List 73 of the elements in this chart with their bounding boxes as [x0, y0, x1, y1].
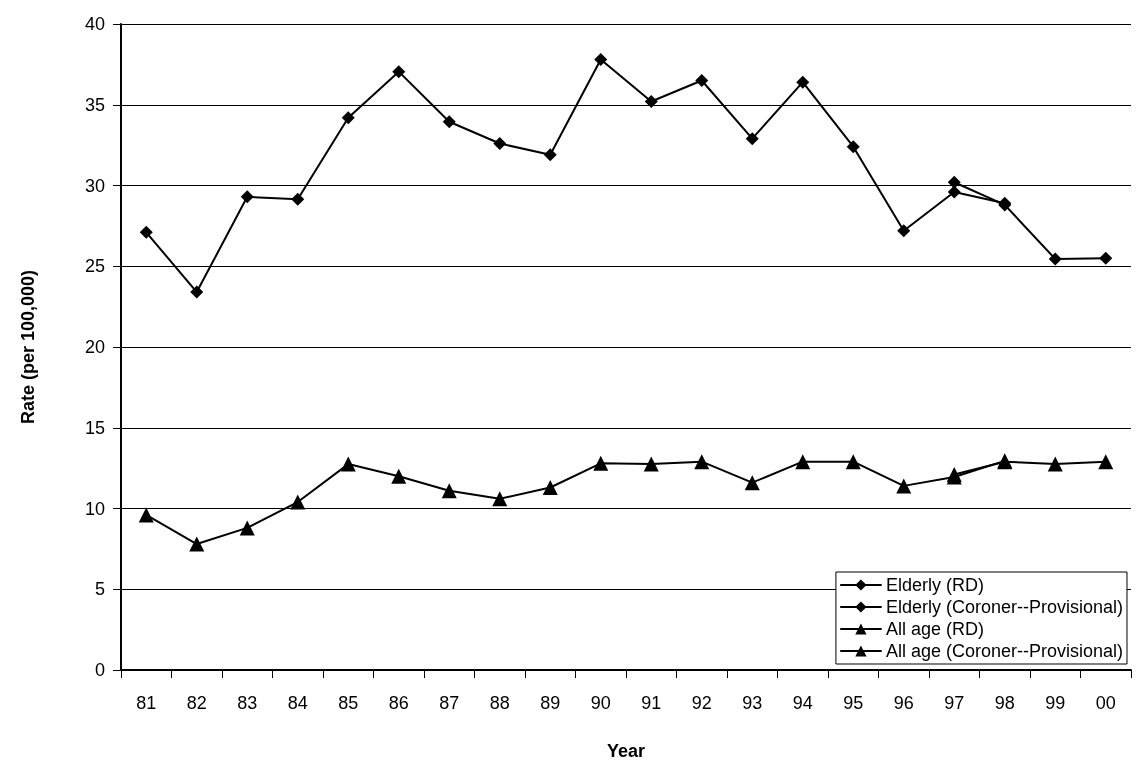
- point: [644, 95, 658, 109]
- point: [643, 456, 659, 472]
- x-tick-label: 91: [641, 693, 662, 713]
- point: [796, 75, 810, 89]
- point: [340, 456, 356, 472]
- point: [290, 494, 306, 510]
- point: [1047, 456, 1063, 472]
- point: [493, 137, 507, 151]
- point: [341, 111, 355, 125]
- point: [240, 190, 254, 204]
- legend-label: All age (RD): [885, 619, 984, 639]
- point: [1048, 252, 1062, 266]
- x-tick-label: 96: [893, 693, 914, 713]
- point: [745, 132, 759, 146]
- point: [846, 140, 860, 154]
- y-axis-title: Rate (per 100,000): [18, 269, 38, 425]
- x-tick-label: 88: [489, 693, 510, 713]
- point: [442, 115, 456, 129]
- point: [947, 185, 961, 199]
- point: [239, 520, 255, 536]
- x-tick-label: 83: [237, 693, 258, 713]
- x-tick-label: 86: [388, 693, 409, 713]
- y-tick-label: 35: [84, 94, 105, 115]
- legend-label: Elderly (Coroner--Provisional): [885, 597, 1123, 617]
- point: [947, 175, 961, 189]
- point: [897, 224, 911, 238]
- point: [744, 475, 760, 491]
- point: [594, 53, 608, 67]
- x-tick-label: 99: [1045, 693, 1066, 713]
- point: [593, 455, 609, 471]
- x-tick-label: 90: [590, 693, 611, 713]
- x-tick-label: 84: [287, 693, 308, 713]
- y-tick-label: 0: [94, 660, 105, 680]
- x-tick-label: 81: [136, 693, 157, 713]
- point: [795, 454, 811, 470]
- point: [139, 225, 153, 239]
- point: [138, 507, 154, 523]
- point: [492, 491, 508, 507]
- point: [441, 483, 457, 499]
- x-tick-label: 92: [691, 693, 712, 713]
- x-axis-title: Year: [606, 741, 646, 761]
- x-tick-label: 98: [994, 693, 1015, 713]
- point: [542, 480, 558, 496]
- legend-label: Elderly (RD): [885, 575, 984, 595]
- point: [1099, 251, 1113, 265]
- y-tick-label: 20: [84, 337, 105, 357]
- point: [1098, 454, 1114, 470]
- x-tick-label: 82: [186, 693, 207, 713]
- y-tick-label: 25: [84, 256, 105, 277]
- y-tick-label: 5: [94, 579, 105, 600]
- x-tick-label: 85: [338, 693, 359, 713]
- x-tick-label: 94: [792, 693, 813, 713]
- point: [845, 454, 861, 470]
- point: [190, 285, 204, 299]
- x-tick-label: 95: [843, 693, 864, 713]
- point: [391, 468, 407, 484]
- x-tick-label: 87: [439, 693, 460, 713]
- y-tick-label: 30: [84, 175, 105, 196]
- point: [543, 148, 557, 162]
- x-tick-label: 93: [742, 693, 763, 713]
- point: [291, 192, 305, 206]
- point: [392, 65, 406, 79]
- y-tick-label: 10: [84, 498, 105, 519]
- x-tick-label: 00: [1095, 693, 1116, 713]
- x-tick-label: 89: [540, 693, 561, 713]
- x-tick-label: 97: [944, 693, 965, 713]
- point: [896, 478, 912, 494]
- legend-label: All age (Coroner--Provisional): [885, 641, 1124, 661]
- y-tick-label: 15: [84, 417, 105, 438]
- y-tick-label: 40: [84, 14, 105, 34]
- point: [694, 454, 710, 470]
- point: [695, 74, 709, 88]
- point: [189, 536, 205, 552]
